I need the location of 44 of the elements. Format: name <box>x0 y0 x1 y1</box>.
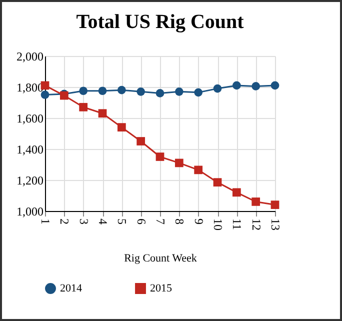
point <box>213 84 222 93</box>
x-axis-title: Rig Count Week <box>124 252 198 264</box>
legend-label: 2015 <box>150 282 172 295</box>
point <box>232 188 241 197</box>
point <box>174 87 184 96</box>
point <box>232 81 241 90</box>
point <box>98 86 107 96</box>
point <box>252 82 260 90</box>
x-tick-label: 12 <box>249 218 264 230</box>
legend-label: 2014 <box>60 282 82 295</box>
point <box>213 178 222 187</box>
point <box>117 123 126 132</box>
y-tick-label: 1,000 <box>16 204 44 218</box>
point <box>270 81 280 90</box>
x-tick-label: 13 <box>268 218 282 230</box>
x-tick-label: 9 <box>192 218 206 224</box>
x-tick-label: 3 <box>76 218 91 224</box>
point <box>136 87 146 96</box>
x-tick-label: 11 <box>230 218 244 230</box>
y-tick-label: 1,200 <box>16 174 44 188</box>
point <box>174 158 184 168</box>
y-tick-label: 1,400 <box>16 142 44 156</box>
point <box>194 88 203 97</box>
chart-title: Total US Rig Count <box>76 11 244 33</box>
point <box>252 198 260 206</box>
point <box>194 166 203 174</box>
y-tick-label: 2,000 <box>16 50 44 64</box>
point <box>79 86 88 96</box>
x-tick-label: 1 <box>38 218 52 224</box>
point <box>156 89 164 98</box>
point <box>270 200 280 209</box>
point <box>156 152 164 161</box>
x-tick-label: 4 <box>96 218 110 224</box>
x-tick-label: 7 <box>154 218 168 224</box>
x-tick-label: 2 <box>58 218 72 224</box>
point <box>136 137 146 146</box>
x-tick-label: 10 <box>211 218 225 230</box>
point <box>117 86 126 94</box>
x-tick-label: 6 <box>134 218 148 224</box>
y-tick-label: 1,600 <box>16 112 44 126</box>
x-tick-label: 8 <box>172 218 187 224</box>
point <box>79 102 88 112</box>
x-tick-label: 5 <box>115 218 130 224</box>
point <box>98 109 107 118</box>
